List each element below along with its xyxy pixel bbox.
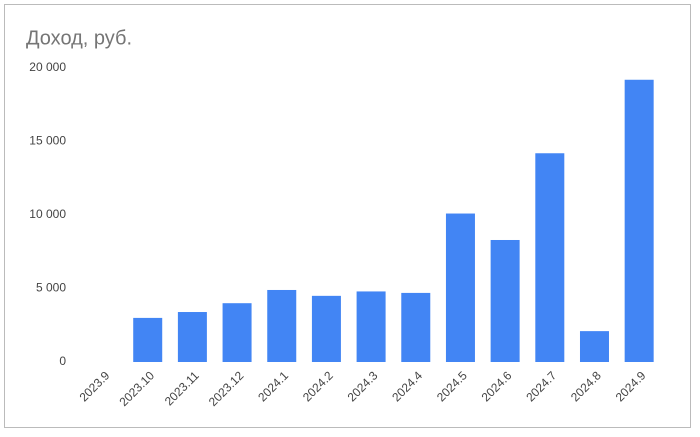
y-tick-label: 0	[59, 354, 66, 368]
bar	[267, 289, 297, 362]
bar	[177, 312, 207, 362]
bar	[311, 295, 341, 362]
y-tick-label: 10 000	[29, 207, 66, 221]
bar	[579, 331, 609, 362]
y-tick-label: 20 000	[29, 60, 66, 74]
bar	[133, 317, 163, 362]
bar	[535, 153, 565, 362]
bar	[222, 303, 252, 362]
y-tick-label: 5 000	[36, 281, 66, 295]
chart-title: Доход, руб.	[26, 27, 132, 49]
bar	[401, 292, 431, 362]
y-tick-label: 15 000	[29, 134, 66, 148]
bar	[624, 79, 654, 362]
bar	[356, 291, 386, 362]
bar	[490, 239, 520, 362]
bar	[445, 213, 475, 362]
chart-border	[4, 4, 691, 428]
